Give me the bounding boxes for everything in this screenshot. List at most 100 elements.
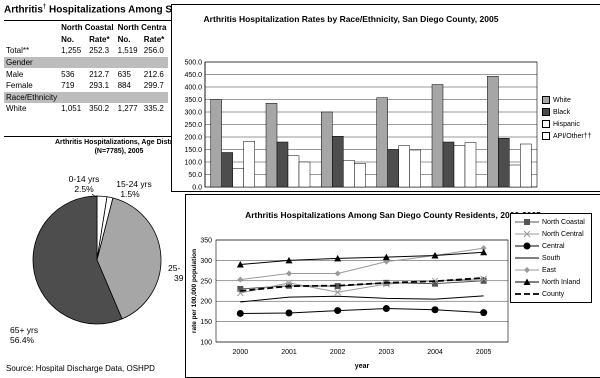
hospitalization-table: North Coastal North Centra No. Rate* No. Rate… [4,22,169,115]
x-tick-label: 2001 [281,349,297,356]
line-chart-plot: 100 150 200 250 300 350 2000 2001 2002 2003 2004 20… [191,238,509,370]
y-tick-label: 350 [200,238,212,245]
bar [210,99,222,188]
bar [520,143,532,188]
table-cell [115,56,142,69]
data-point [480,248,488,256]
table-value: 1,277 [117,104,138,114]
data-point [523,278,531,285]
series-line [240,277,484,292]
y-tick-label: 350.0 [184,97,202,104]
bar [276,141,289,188]
table-cell [87,91,116,104]
pie-value: 1.5% [120,189,140,199]
table-row: Male 536 212.7 635 212.6 [4,68,168,80]
data-point-stroke [285,279,293,287]
column-group-header: North Centra [117,23,167,33]
line-chart-title: Arthritis Hospitalizations Among San Die… [245,210,541,220]
section-label: Race/Ethnicity [4,91,60,104]
data-point [524,219,530,225]
data-point [334,288,342,296]
bar [398,145,410,188]
legend-label: East [542,266,557,274]
table-value: 719 [61,81,75,91]
bar-chart-legend: White Black Hispanic API/Other†† [542,94,592,142]
data-point [237,276,244,283]
legend-item: County [515,288,585,300]
table-cell [87,56,116,69]
y-tick-label: 300.0 [184,110,202,117]
table-row: Female 719 293.1 884 299.7 [4,80,168,92]
data-point [432,280,438,287]
y-tick-label: 150.0 [184,147,202,154]
legend-label: API/Other†† [553,132,592,140]
table-value: 212.6 [143,69,164,79]
series-line [240,295,484,303]
column-header: No. [61,34,75,44]
table-cell [59,56,88,69]
pie-label: 25- [168,263,180,273]
legend-item: API/Other†† [542,130,592,142]
table-header-row: North Coastal North Centra [4,22,168,34]
y-tick-label: 500.0 [184,60,202,67]
column-header: No. [117,34,131,44]
bar [431,84,444,188]
legend-item: North Coastal [515,216,585,228]
table-cell [141,91,169,104]
table-cell [115,91,142,104]
bar [321,111,333,188]
pie-leader-line [91,193,97,198]
legend-swatch [515,278,539,285]
bar [409,149,421,188]
pie-label: 15-24 yrs [116,179,151,189]
table-value: 350.2 [89,104,110,114]
legend-swatch [515,219,539,225]
data-point [286,270,292,277]
bar [265,103,278,188]
row-label: Male [6,69,24,79]
y-tick-label: 300 [200,258,212,265]
plot-frame [204,61,538,188]
data-point [236,309,244,317]
data-point [237,285,244,292]
data-point [382,253,390,261]
table-value: 299.7 [143,81,164,91]
pie-value: 56.4% [10,335,35,345]
data-point [480,309,488,317]
bar [232,168,244,188]
y-tick-label: 450.0 [184,72,202,79]
row-label: Female [6,81,33,91]
bar [343,160,355,188]
data-point-stroke [334,288,342,296]
section-label: Gender [4,56,60,69]
data-point [523,230,531,238]
legend-swatch [515,267,539,273]
line-chart-panel: Arthritis Hospitalizations Among San Die… [185,194,600,378]
data-point [523,242,531,250]
x-axis-label: year [355,363,370,370]
table-value: 1,519 [117,46,138,56]
pie-label: 0-14 yrs [69,174,100,184]
table-value: 884 [117,81,131,91]
y-tick-label: 150 [200,319,212,326]
table-row: White 1,051 350.2 1,277 335.2 [4,103,168,115]
bar-chart-panel: Arthritis Hospitalization Rates by Race/… [171,4,600,192]
table-cell [141,56,169,69]
pie-slice [32,195,123,325]
data-point [382,305,390,313]
table-section-row: Gender [4,56,169,69]
legend-item: White [542,94,592,106]
legend-swatch [515,293,539,295]
data-point [431,277,439,285]
data-point [334,283,341,290]
series-line [240,251,484,265]
legend-swatch [515,242,539,250]
legend-label: Central [542,242,565,250]
bar [287,155,300,188]
table-subheader-row: No. Rate* No. Rate* [4,34,168,46]
legend-item: South [515,252,585,264]
bar [376,97,388,188]
x-tick-label: 2002 [330,349,346,356]
data-point [285,309,293,317]
legend-label: South [542,254,561,262]
